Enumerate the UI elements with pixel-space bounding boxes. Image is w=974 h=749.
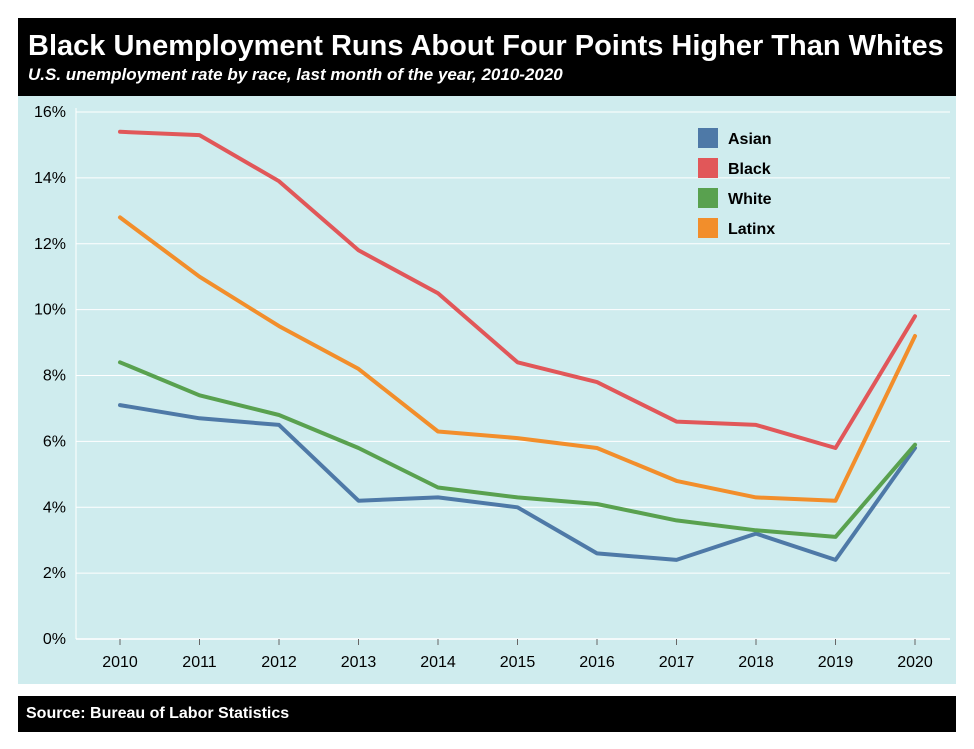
x-tick-label: 2014 bbox=[420, 654, 456, 671]
line-chart: 0% 2% 4% 6% 8% 10% 12% 14% 16% 2010 2011 2012 2013 20… bbox=[18, 96, 956, 684]
legend-swatch-black bbox=[698, 158, 718, 178]
legend-swatch-latinx bbox=[698, 218, 718, 238]
y-tick-label: 2% bbox=[43, 565, 66, 582]
x-tick-label: 2016 bbox=[579, 654, 615, 671]
series-line-black bbox=[118, 129, 917, 450]
x-tick-label: 2017 bbox=[659, 654, 695, 671]
chart-footer: Source: Bureau of Labor Statistics bbox=[18, 696, 956, 732]
series-line-white bbox=[118, 360, 917, 539]
x-tick-label: 2018 bbox=[738, 654, 774, 671]
y-tick-label: 8% bbox=[43, 368, 66, 385]
y-tick-label: 4% bbox=[43, 499, 66, 516]
source-note: Source: Bureau of Labor Statistics bbox=[26, 705, 290, 722]
legend-swatch-asian bbox=[698, 128, 718, 148]
legend-label-asian: Asian bbox=[728, 131, 772, 148]
y-tick-label: 6% bbox=[43, 433, 66, 450]
y-tick-label: 12% bbox=[34, 236, 66, 253]
legend-label-black: Black bbox=[728, 161, 771, 178]
series-line-asian bbox=[118, 403, 917, 562]
legend-swatch-white bbox=[698, 188, 718, 208]
chart-subtitle: U.S. unemployment rate by race, last mon… bbox=[28, 65, 563, 84]
x-tick-label: 2010 bbox=[102, 654, 138, 671]
x-tick-label: 2011 bbox=[182, 654, 217, 671]
y-tick-label: 16% bbox=[34, 104, 66, 121]
legend-label-white: White bbox=[728, 191, 772, 208]
chart-title: Black Unemployment Runs About Four Point… bbox=[28, 30, 944, 62]
x-tick-label: 2015 bbox=[500, 654, 536, 671]
x-tick-label: 2019 bbox=[818, 654, 854, 671]
y-tick-label: 14% bbox=[34, 170, 66, 187]
plot-background bbox=[18, 96, 956, 684]
x-tick-label: 2013 bbox=[341, 654, 377, 671]
x-tick-label: 2012 bbox=[261, 654, 297, 671]
chart-header: Black Unemployment Runs About Four Point… bbox=[18, 18, 956, 96]
series-line-latinx bbox=[118, 215, 917, 503]
legend-label-latinx: Latinx bbox=[728, 221, 775, 238]
y-tick-label: 10% bbox=[34, 302, 66, 319]
x-tick-label: 2020 bbox=[897, 654, 933, 671]
y-tick-label: 0% bbox=[43, 631, 66, 648]
plot-area: 0% 2% 4% 6% 8% 10% 12% 14% 16% 2010 2011 2012 2013 20… bbox=[18, 96, 956, 684]
